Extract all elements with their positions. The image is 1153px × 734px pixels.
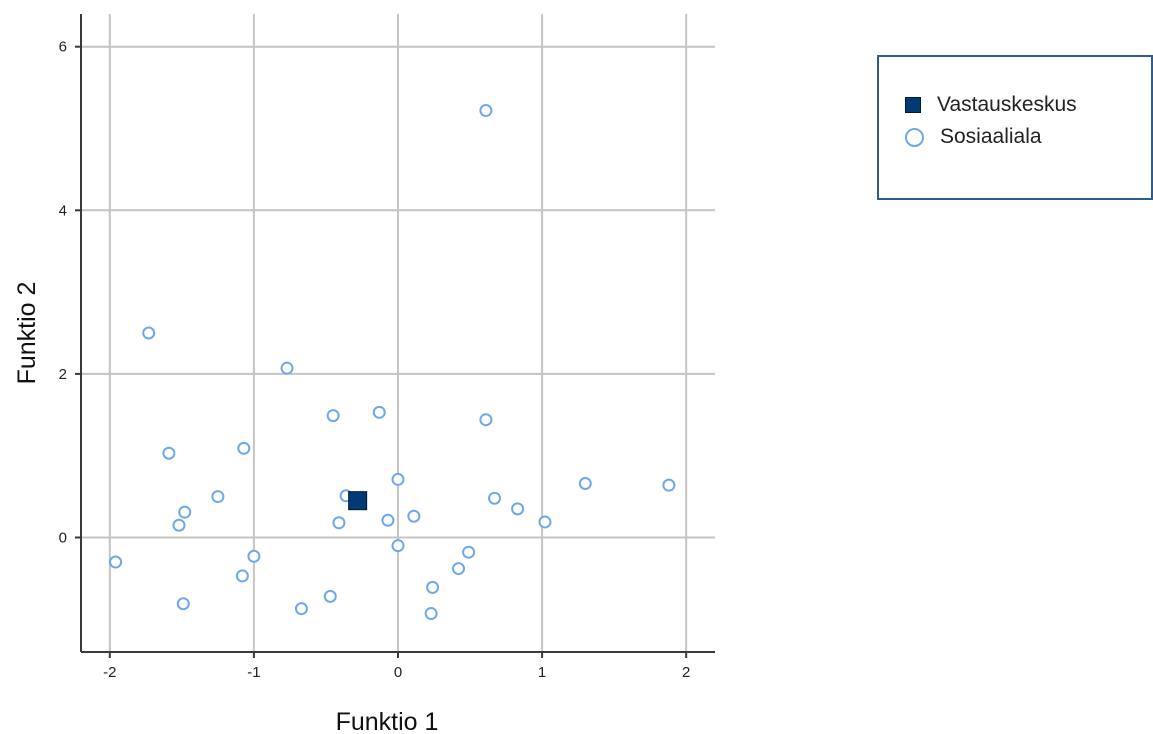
x-tick-label: 0 xyxy=(394,664,402,681)
sosiaaliala-point xyxy=(381,513,395,527)
sosiaaliala-point xyxy=(294,602,308,616)
x-tick-label: 2 xyxy=(682,664,690,681)
legend: Vastauskeskus Sosiaaliala xyxy=(877,55,1153,200)
y-tick-label: 0 xyxy=(59,529,67,546)
sosiaaliala-point xyxy=(332,516,346,530)
sosiaaliala-point xyxy=(172,518,186,532)
sosiaaliala-point xyxy=(424,607,438,621)
sosiaaliala-point xyxy=(488,491,502,505)
y-tick-labels: 0 2 4 6 xyxy=(59,39,67,547)
sosiaaliala-point xyxy=(479,104,493,118)
sosiaaliala-point xyxy=(323,589,337,603)
sosiaaliala-point xyxy=(280,361,294,375)
sosiaaliala-point xyxy=(391,539,405,553)
square-marker-icon xyxy=(905,97,921,113)
y-tick-label: 6 xyxy=(59,39,67,56)
sosiaaliala-point xyxy=(109,555,123,569)
sosiaaliala-point xyxy=(247,549,261,563)
sosiaaliala-point xyxy=(142,326,156,340)
data-points xyxy=(109,104,676,621)
sosiaaliala-point xyxy=(372,405,386,419)
sosiaaliala-point xyxy=(538,515,552,529)
sosiaaliala-point xyxy=(391,472,405,486)
vastauskeskus-point xyxy=(348,491,368,511)
sosiaaliala-point xyxy=(326,409,340,423)
sosiaaliala-point xyxy=(162,446,176,460)
sosiaaliala-point xyxy=(462,545,476,559)
legend-item-vastauskeskus: Vastauskeskus xyxy=(905,93,1077,117)
sosiaaliala-point xyxy=(426,580,440,594)
legend-label: Sosiaaliala xyxy=(940,125,1042,148)
x-tick-label: -1 xyxy=(247,664,260,681)
sosiaaliala-point xyxy=(578,477,592,491)
sosiaaliala-point xyxy=(211,490,225,504)
y-tick-label: 2 xyxy=(59,366,67,383)
circle-marker-icon xyxy=(905,127,924,147)
sosiaaliala-point xyxy=(662,478,676,492)
sosiaaliala-point xyxy=(479,413,493,427)
x-axis-label: Funktio 1 xyxy=(336,708,439,734)
x-tick-labels: -2 -1 0 1 2 xyxy=(103,664,690,681)
sosiaaliala-point xyxy=(235,569,249,583)
legend-label: Vastauskeskus xyxy=(937,93,1077,116)
grid-lines xyxy=(75,14,715,658)
sosiaaliala-point xyxy=(511,502,525,516)
x-tick-label: -2 xyxy=(103,664,116,681)
axes xyxy=(80,14,715,653)
y-axis-label: Funktio 2 xyxy=(13,282,41,385)
sosiaaliala-point xyxy=(407,509,421,523)
sosiaaliala-point xyxy=(176,597,190,611)
x-tick-label: 1 xyxy=(538,664,546,681)
sosiaaliala-point xyxy=(452,562,466,576)
y-tick-label: 4 xyxy=(59,202,67,219)
sosiaaliala-point xyxy=(237,441,251,455)
sosiaaliala-point xyxy=(178,505,192,519)
legend-item-sosiaaliala: Sosiaaliala xyxy=(905,125,1042,149)
